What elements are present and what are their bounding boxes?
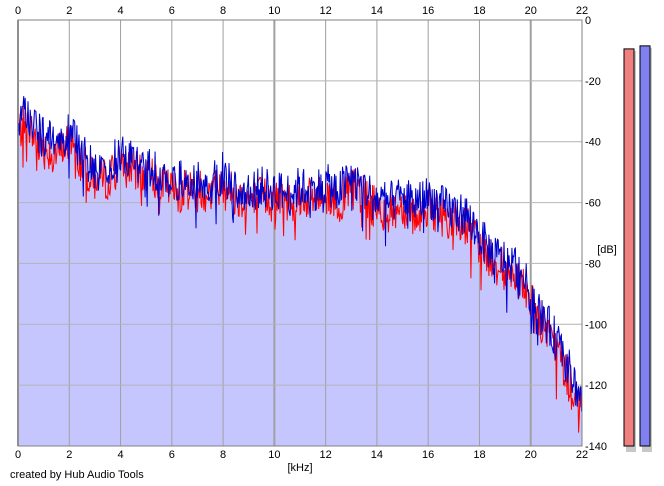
spectrum-fill [18,96,582,446]
y-tick-label: -140 [585,441,607,453]
y-tick-label: -80 [585,258,601,270]
x-axis-label: [kHz] [287,462,312,474]
y-tick-label: -60 [585,198,601,210]
y-tick-label: -100 [585,319,607,331]
series-line-2 [17,96,582,412]
plot-border [17,19,583,447]
x-tick-label-top: 2 [66,5,72,17]
axes: 002244668810101212141416161818202022220-… [15,5,607,461]
y-axis-label: [dB] [597,244,617,256]
x-tick-label-top: 10 [268,5,280,17]
y-tick-label: -20 [585,76,601,88]
level-meters [623,45,652,453]
x-tick-label-bottom: 18 [473,449,485,461]
level-meter-bar [623,48,635,447]
credit-text: created by Hub Audio Tools [10,469,144,481]
x-tick-label-bottom: 16 [422,449,434,461]
x-tick-label-bottom: 14 [371,449,383,461]
x-tick-label-top: 22 [576,5,588,17]
y-tick-label: -120 [585,380,607,392]
x-tick-label-bottom: 20 [525,449,537,461]
x-tick-label-top: 12 [320,5,332,17]
x-tick-label-bottom: 4 [117,449,123,461]
x-tick-label-top: 0 [15,5,21,17]
x-tick-label-bottom: 8 [220,449,226,461]
x-tick-label-top: 8 [220,5,226,17]
x-tick-label-bottom: 2 [66,449,72,461]
x-tick-label-top: 6 [169,5,175,17]
x-tick-label-bottom: 12 [320,449,332,461]
y-tick-label: 0 [585,15,591,27]
x-tick-label-bottom: 6 [169,449,175,461]
plot-area [17,19,583,447]
x-tick-label-top: 14 [371,5,383,17]
x-tick-label-top: 20 [525,5,537,17]
x-tick-label-top: 4 [117,5,123,17]
level-meter-bar [639,45,651,447]
x-tick-label-bottom: 10 [268,449,280,461]
y-tick-label: -40 [585,137,601,149]
x-tick-label-top: 18 [473,5,485,17]
x-tick-label-bottom: 22 [576,449,588,461]
x-tick-label-top: 16 [422,5,434,17]
x-tick-label-bottom: 0 [15,449,21,461]
